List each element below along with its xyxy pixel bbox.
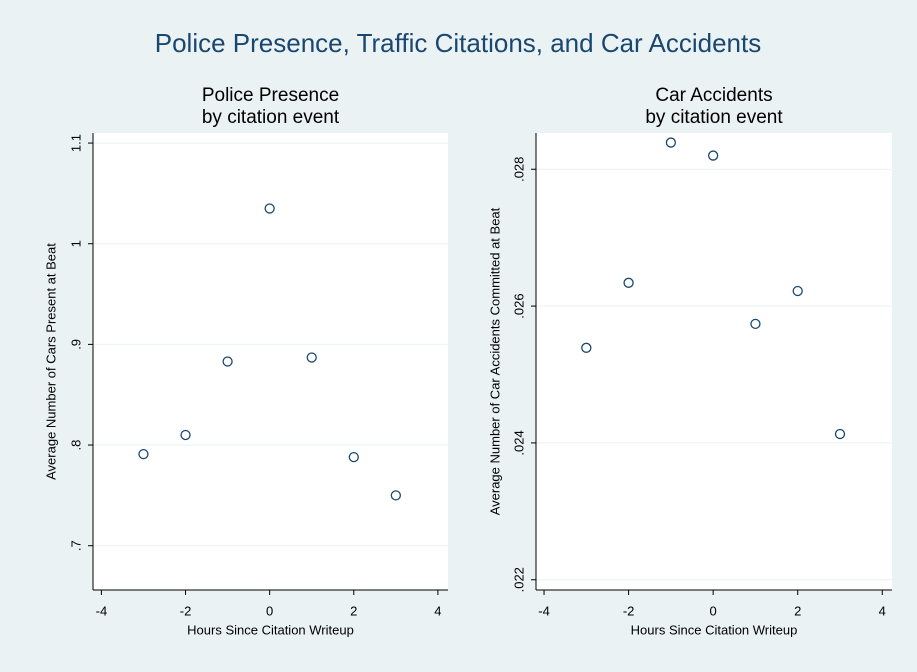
marker — [138, 448, 149, 460]
x-tick-label: 4 — [434, 603, 441, 618]
x-tick-label: 0 — [710, 603, 717, 618]
x-tick-label: -2 — [623, 603, 635, 618]
x-tick-label: -2 — [180, 603, 192, 618]
x-tick-label: 0 — [266, 603, 273, 618]
plot-area — [536, 133, 892, 590]
marker — [348, 451, 359, 463]
plot-area — [93, 133, 448, 590]
y-tick-label: .028 — [511, 157, 526, 182]
y-tick-label: .024 — [511, 430, 526, 455]
y-axis-label: Average Number of Cars Present at Beat — [43, 243, 58, 480]
marker — [222, 356, 233, 367]
panel-subtitle: by citation event — [645, 107, 783, 128]
x-axis-label: Hours Since Citation Writeup — [187, 622, 354, 637]
y-tick-label: 1.1 — [68, 134, 83, 152]
marker — [306, 352, 317, 363]
x-tick-label: 2 — [350, 603, 357, 618]
x-tick-label: -4 — [96, 603, 108, 618]
marker — [581, 342, 592, 353]
x-tick-label: 4 — [879, 603, 886, 618]
panel-title: Car Accidents — [655, 85, 772, 106]
x-tick-label: 2 — [794, 603, 801, 618]
y-tick-label: .022 — [511, 567, 526, 592]
marker — [623, 277, 634, 288]
panel-subtitle: by citation event — [202, 107, 340, 128]
marker — [264, 203, 275, 214]
marker — [665, 137, 677, 148]
panel-title: Police Presence — [202, 85, 339, 106]
main-title: Police Presence, Traffic Citations, and … — [155, 28, 761, 58]
marker — [834, 428, 846, 440]
y-tick-label: .7 — [68, 540, 83, 551]
y-tick-label: .026 — [511, 293, 526, 318]
y-tick-label: .8 — [68, 440, 83, 451]
y-tick-label: 1 — [68, 240, 83, 247]
marker — [180, 429, 191, 441]
marker — [750, 318, 761, 330]
y-tick-label: .9 — [68, 339, 83, 350]
marker — [708, 150, 719, 161]
marker — [390, 490, 401, 501]
x-axis-label: Hours Since Citation Writeup — [631, 622, 798, 637]
y-axis-label: Average Number of Car Accidents Committe… — [487, 207, 502, 515]
marker — [792, 285, 803, 297]
x-tick-label: -4 — [538, 603, 550, 618]
